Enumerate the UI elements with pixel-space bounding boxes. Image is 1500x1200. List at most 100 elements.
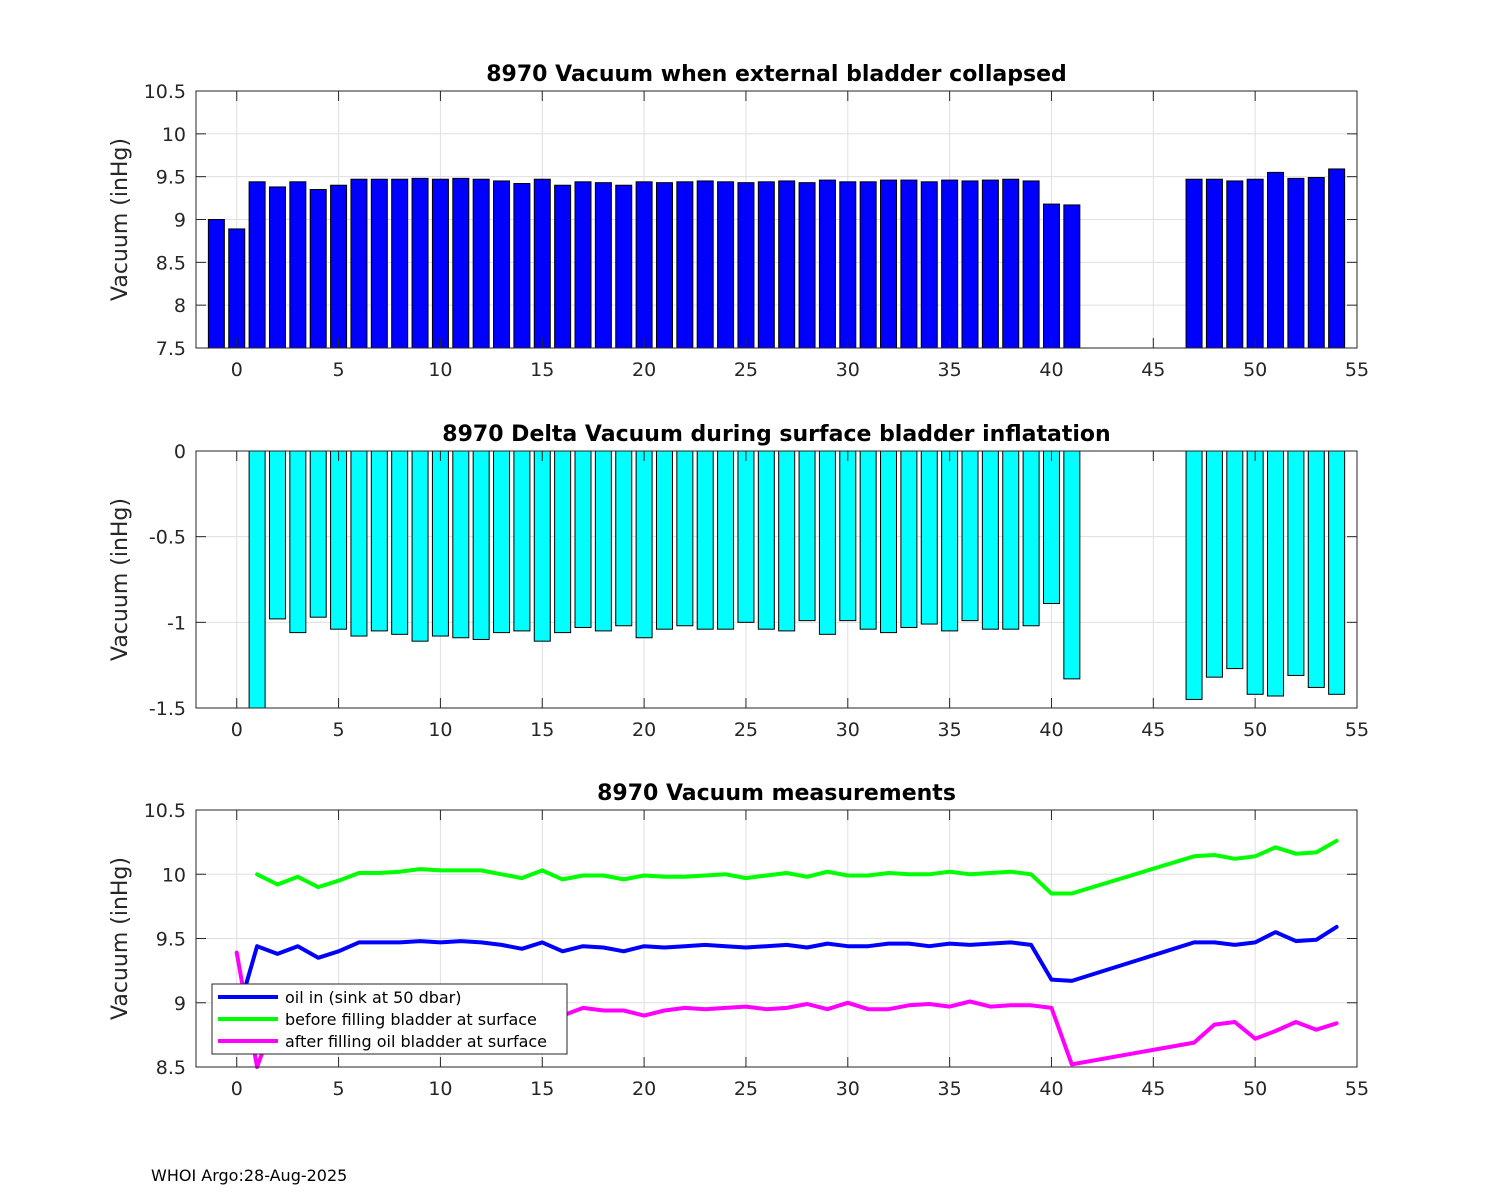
- x-tick-label: 0: [231, 1078, 243, 1100]
- bar: [961, 450, 979, 622]
- bar: [941, 450, 959, 632]
- bar: [472, 178, 490, 349]
- bar: [859, 450, 877, 630]
- bar: [798, 182, 816, 349]
- bar: [1185, 178, 1203, 349]
- chart-title: 8970 Delta Vacuum during surface bladder…: [442, 422, 1110, 447]
- bar: [391, 178, 409, 349]
- bar: [1307, 177, 1325, 349]
- bar: [818, 450, 836, 635]
- bar: [268, 450, 286, 620]
- bar: [309, 450, 327, 618]
- bar: [778, 180, 796, 349]
- bar: [493, 450, 511, 634]
- bar: [880, 179, 898, 349]
- bar: [330, 450, 348, 630]
- bar: [1205, 450, 1223, 678]
- axes-box: [195, 450, 1358, 709]
- y-tick-label: 9.5: [156, 929, 186, 951]
- bar: [981, 179, 999, 349]
- bar: [1226, 450, 1244, 670]
- bar: [248, 450, 266, 709]
- bar: [920, 181, 938, 349]
- bar: [228, 228, 246, 349]
- bar: [431, 178, 449, 349]
- bar: [1185, 450, 1203, 700]
- bar: [493, 180, 511, 349]
- x-tick-label: 10: [428, 719, 452, 741]
- y-tick-label: 10: [162, 864, 186, 886]
- y-tick-label: -1: [167, 612, 186, 634]
- plot-area: [196, 451, 1357, 708]
- bar: [1226, 180, 1244, 349]
- x-tick-label: 45: [1141, 359, 1165, 381]
- bar: [1002, 178, 1020, 349]
- bar: [289, 181, 307, 349]
- y-tick-label: -0.5: [149, 527, 186, 549]
- x-tick-label: 25: [734, 359, 758, 381]
- bar: [1022, 450, 1040, 627]
- x-tick-label: 15: [530, 1078, 554, 1100]
- y-tick-label: 9.5: [156, 167, 186, 189]
- legend: oil in (sink at 50 dbar) before filling b…: [211, 983, 568, 1055]
- x-tick-label: 40: [1039, 719, 1063, 741]
- bar: [248, 181, 266, 349]
- bar: [615, 450, 633, 627]
- bar: [615, 184, 633, 349]
- bar: [554, 184, 572, 349]
- y-axis-label: Vacuum (inHg): [108, 138, 133, 301]
- chart-2: 0 5 10 15 20 25 30 35 40 45 50 55 -1.5 -1 -0.5 0 8970 De…: [108, 422, 1369, 741]
- bar: [981, 450, 999, 630]
- bar: [798, 450, 816, 622]
- y-tick-label: 0: [174, 441, 186, 463]
- x-tick-label: 35: [938, 359, 962, 381]
- bar: [1287, 450, 1305, 676]
- bar: [1267, 171, 1285, 349]
- bar: [431, 450, 449, 637]
- legend-label: oil in (sink at 50 dbar): [285, 988, 462, 1007]
- bar: [655, 450, 673, 630]
- x-tick-label: 55: [1345, 719, 1369, 741]
- chart-1: 0 5 10 15 20 25 30 35 40 45 50 55 7.5 8 8.5 9 9.5 10 10.5 8…: [108, 62, 1369, 381]
- bar: [513, 450, 531, 632]
- bar: [676, 450, 694, 627]
- y-tick-label: 7.5: [156, 338, 186, 360]
- bar: [859, 181, 877, 349]
- bar: [839, 181, 857, 349]
- x-tick-label: 0: [231, 359, 243, 381]
- x-tick-label: 15: [530, 719, 554, 741]
- bar: [757, 450, 775, 630]
- footer-timestamp: WHOI Argo:28-Aug-2025: [151, 1166, 348, 1185]
- x-tick-label: 20: [632, 359, 656, 381]
- x-tick-label: 15: [530, 359, 554, 381]
- x-tick-label: 30: [836, 719, 860, 741]
- chart-title: 8970 Vacuum when external bladder collap…: [486, 62, 1067, 87]
- y-tick-label: 9: [174, 210, 186, 232]
- bar: [1022, 180, 1040, 349]
- bar: [1042, 203, 1060, 349]
- bar: [554, 450, 572, 634]
- bar: [533, 178, 551, 349]
- x-tick-label: 10: [428, 1078, 452, 1100]
- bar: [574, 450, 592, 628]
- chart-title: 8970 Vacuum measurements: [597, 781, 956, 806]
- x-tick-label: 20: [632, 1078, 656, 1100]
- bar: [737, 182, 755, 349]
- x-tick-label: 5: [333, 359, 345, 381]
- bar: [452, 177, 470, 349]
- bar: [207, 219, 225, 349]
- bar: [635, 450, 653, 639]
- y-tick-label: -1.5: [149, 698, 186, 720]
- bar: [839, 450, 857, 622]
- series-line-1: [234, 924, 1339, 1019]
- chart-3: 0 5 10 15 20 25 30 35 40 45 50 55 8.5 9 9.5 10 10.5 8970 …: [108, 781, 1369, 1100]
- bar: [696, 450, 714, 630]
- bar: [818, 179, 836, 349]
- x-tick-label: 50: [1243, 1078, 1267, 1100]
- bar: [268, 186, 286, 349]
- y-tick-label: 8.5: [156, 1057, 186, 1079]
- x-tick-label: 30: [836, 1078, 860, 1100]
- x-tick-label: 25: [734, 1078, 758, 1100]
- bar: [961, 180, 979, 349]
